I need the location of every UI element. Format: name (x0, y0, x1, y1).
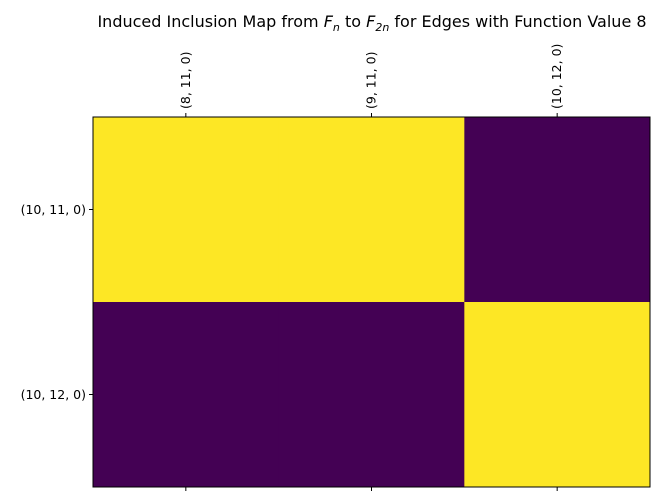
chart-title: Induced Inclusion Map from Fn to F2n for… (97, 12, 646, 34)
title-prefix: Induced Inclusion Map from (97, 12, 323, 31)
title-to-symbol: F (366, 12, 376, 31)
title-suffix: for Edges with Function Value 8 (389, 12, 646, 31)
title-from-symbol: F (324, 12, 334, 31)
heatmap-cell (93, 302, 280, 488)
title-to-subscript: 2n (375, 21, 389, 34)
axis-ticks (89, 113, 558, 491)
heatmap-cell (93, 117, 280, 303)
heatmap-cell (464, 302, 651, 488)
heatmap-cell (464, 117, 651, 303)
heatmap-cell (278, 117, 465, 303)
title-from-subscript: n (333, 21, 340, 34)
axis-tick-labels: (8, 11, 0) (9, 11, 0) (10, 12, 0) (10, 11, … (21, 44, 565, 402)
y-tick-label: (10, 11, 0) (21, 202, 86, 217)
heatmap-cells (93, 117, 651, 488)
x-tick-label: (9, 11, 0) (364, 52, 379, 109)
title-middle: to (340, 12, 366, 31)
x-tick-label: (10, 12, 0) (549, 44, 564, 109)
y-tick-label: (10, 12, 0) (21, 387, 86, 402)
x-tick-label: (8, 11, 0) (178, 52, 193, 109)
heatmap-cell (278, 302, 465, 488)
